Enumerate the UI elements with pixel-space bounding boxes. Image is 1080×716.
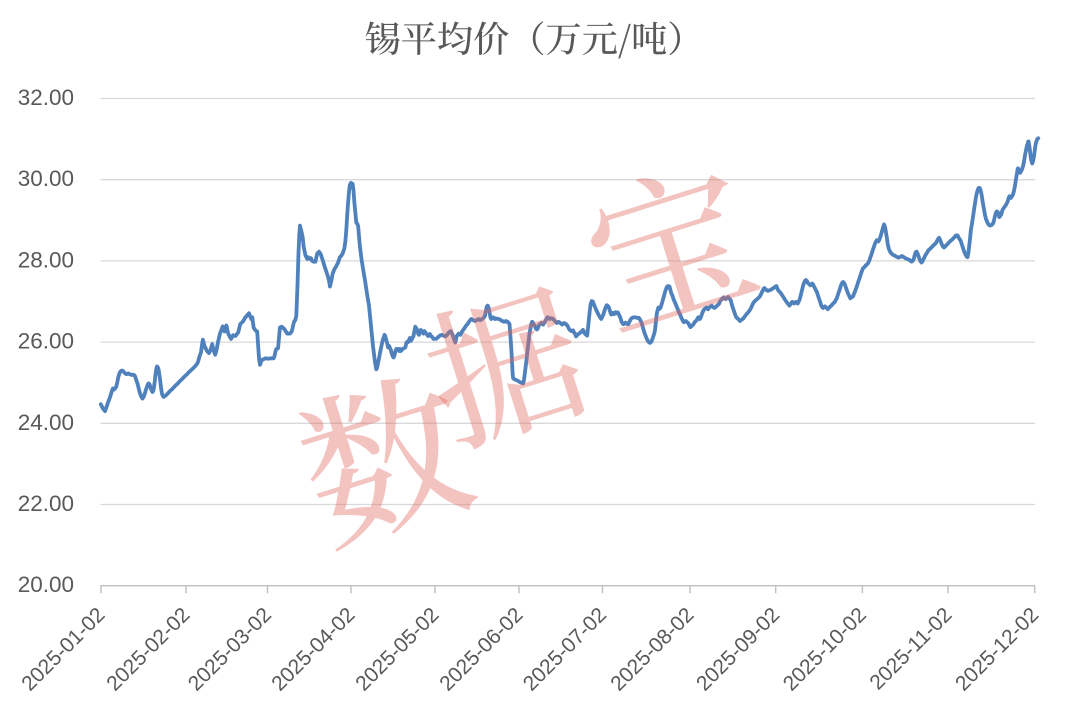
svg-text:26.00: 26.00: [18, 329, 74, 354]
svg-text:30.00: 30.00: [18, 166, 74, 191]
svg-text:22.00: 22.00: [18, 491, 74, 516]
svg-text:24.00: 24.00: [18, 410, 74, 435]
svg-text:32.00: 32.00: [18, 85, 74, 110]
svg-text:28.00: 28.00: [18, 247, 74, 272]
svg-text:20.00: 20.00: [18, 572, 74, 597]
